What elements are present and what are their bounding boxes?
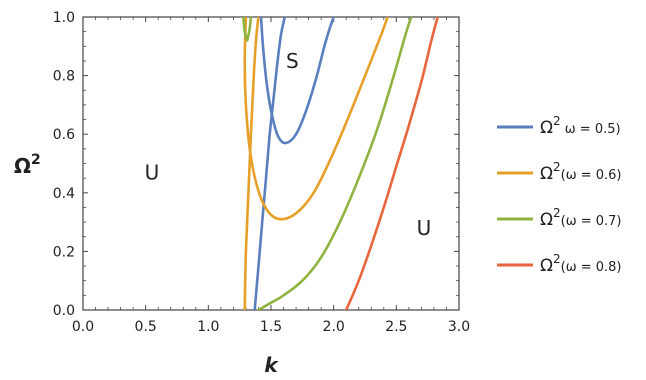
series-line-2-segment-2 — [243, 17, 389, 221]
legend-label-rest: ω = 0.5) — [561, 122, 621, 137]
legend-label-sup: 2 — [553, 252, 561, 266]
x-tick-label: 0.0 — [72, 319, 94, 335]
series-line-2-segment-1 — [243, 17, 260, 310]
legend-label-4: Ω2(ω = 0.8) — [540, 252, 622, 276]
region-label-u: U — [417, 216, 432, 240]
x-tick-label: 2.5 — [385, 319, 407, 335]
legend-label-2: Ω2(ω = 0.6) — [540, 160, 622, 184]
legend-label-base: Ω — [540, 210, 553, 230]
legend-label-base: Ω — [540, 164, 553, 184]
legend-label-sup: 2 — [553, 206, 561, 220]
legend-label-rest: (ω = 0.6) — [561, 168, 622, 183]
legend-label-sup: 2 — [553, 114, 561, 128]
x-axis-label: k — [264, 353, 279, 377]
series-line-3-segment-2 — [245, 17, 253, 42]
x-tick-label: 1.0 — [197, 319, 219, 335]
x-tick-label: 0.5 — [135, 319, 157, 335]
region-label-s: S — [286, 49, 299, 73]
x-tick-label: 2.0 — [323, 319, 345, 335]
x-tick-label: 1.5 — [260, 319, 282, 335]
region-label-u: U — [145, 160, 160, 184]
y-tick-label: 0.0 — [53, 303, 75, 319]
legend-label-3: Ω2(ω = 0.7) — [540, 206, 622, 230]
y-axis-label-sup: 2 — [31, 152, 41, 168]
y-tick-label: 0.2 — [53, 244, 75, 260]
y-tick-label: 0.8 — [53, 69, 75, 85]
x-tick-label: 3.0 — [448, 319, 470, 335]
y-tick-label: 1.0 — [53, 10, 75, 26]
y-tick-label: 0.6 — [53, 127, 75, 143]
y-axis-label: Ω2 — [14, 152, 41, 178]
legend-label-rest: (ω = 0.8) — [561, 260, 622, 275]
legend-label-base: Ω — [540, 118, 553, 138]
y-tick-label: 0.4 — [53, 186, 75, 202]
plot-frame — [82, 16, 460, 311]
series-line-1-segment-2 — [259, 17, 335, 145]
y-axis-label-base: Ω — [14, 154, 31, 178]
series-line-3-segment-3 — [257, 17, 413, 310]
legend-label-sup: 2 — [553, 160, 561, 174]
legend-label-rest: (ω = 0.7) — [561, 214, 622, 229]
legend-label-base: Ω — [540, 256, 553, 276]
series-line-1-segment-1 — [253, 17, 287, 310]
legend-label-1: Ω2 ω = 0.5) — [540, 114, 621, 138]
series-line-4-segment-1 — [344, 17, 439, 310]
